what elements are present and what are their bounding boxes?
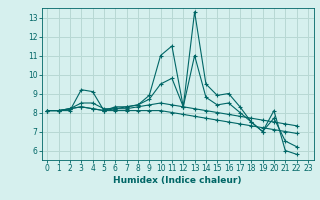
X-axis label: Humidex (Indice chaleur): Humidex (Indice chaleur): [113, 176, 242, 185]
